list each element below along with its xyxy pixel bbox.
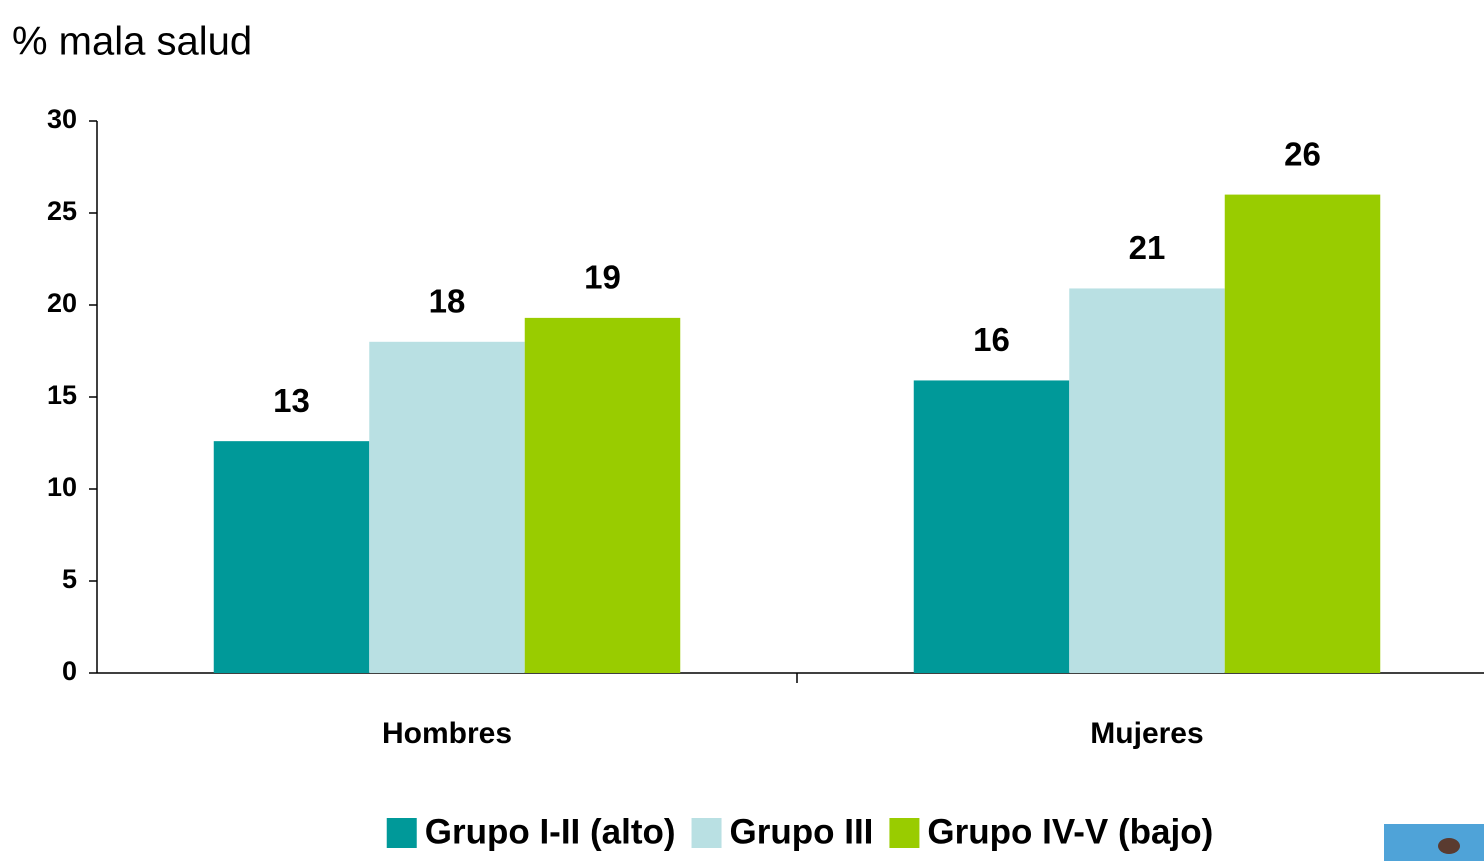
y-tick-label: 15: [47, 380, 77, 410]
bar: [525, 318, 681, 673]
bar: [1069, 288, 1225, 673]
y-tick-label: 30: [47, 104, 77, 134]
value-label: 13: [273, 382, 310, 419]
y-tick-label: 0: [62, 656, 77, 686]
legend-label: Grupo IV-V (bajo): [927, 812, 1213, 851]
y-tick-label: 5: [62, 564, 77, 594]
value-label: 16: [973, 321, 1010, 358]
bar: [1225, 195, 1381, 673]
legend-swatch: [692, 818, 722, 848]
bar: [214, 441, 370, 673]
corner-image: [1384, 824, 1484, 861]
legend-label: Grupo I-II (alto): [425, 812, 676, 851]
chart: % mala salud 0 5 10 15 20 25 30 Hombres 13 18 19 Mu…: [0, 0, 1484, 861]
value-label: 26: [1284, 135, 1321, 172]
x-tick-label: Mujeres: [1090, 717, 1203, 750]
bar: [914, 380, 1070, 673]
y-tick-label: 10: [47, 472, 77, 502]
corner-image-detail: [1438, 838, 1460, 854]
y-tick-label: 20: [47, 288, 77, 318]
x-tick-label: Hombres: [382, 717, 512, 750]
bar: [369, 342, 525, 673]
value-label: 19: [584, 259, 621, 296]
chart-title: % mala salud: [12, 20, 252, 64]
legend-swatch: [889, 818, 919, 848]
value-label: 21: [1129, 229, 1166, 266]
value-label: 18: [429, 283, 466, 320]
legend-label: Grupo III: [730, 812, 874, 851]
legend-swatch: [387, 818, 417, 848]
y-tick-label: 25: [47, 196, 77, 226]
